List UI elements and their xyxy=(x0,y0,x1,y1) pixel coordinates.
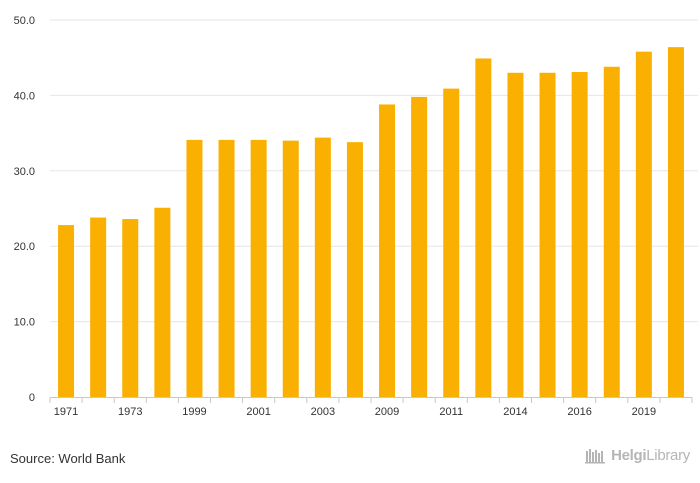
helgi-library-logo: HelgiLibrary xyxy=(585,447,690,464)
bar-2019 xyxy=(635,51,652,397)
logo-wordmark: HelgiLibrary xyxy=(611,447,690,464)
bar-1973 xyxy=(122,219,139,397)
bar-2002 xyxy=(282,140,299,397)
x-tick-label: 2003 xyxy=(311,406,335,418)
bar-2012 xyxy=(475,58,492,397)
x-tick-label: 2014 xyxy=(503,406,527,418)
bar-1972 xyxy=(90,217,107,397)
bar-2010 xyxy=(411,96,428,398)
x-tick-label: 2001 xyxy=(246,406,270,418)
bar-2001 xyxy=(250,139,267,398)
bars xyxy=(58,47,684,398)
bookshelf-icon xyxy=(585,448,606,463)
grid-lines xyxy=(50,19,698,323)
x-tick-label: 2011 xyxy=(439,406,463,418)
bar-2014 xyxy=(507,72,524,397)
x-tick-label: 2016 xyxy=(567,406,591,418)
source-note: Source: World Bank xyxy=(10,451,126,466)
x-tick-label: 1971 xyxy=(54,406,78,418)
bar-2009 xyxy=(379,104,396,397)
bar-2015 xyxy=(539,72,556,397)
y-tick-label: 30.0 xyxy=(14,166,35,178)
bar-2016 xyxy=(571,72,588,397)
x-tick-label: 2009 xyxy=(375,406,399,418)
bar-2003 xyxy=(314,137,331,397)
y-tick-label: 20.0 xyxy=(14,241,35,253)
x-tick-label: 1999 xyxy=(182,406,206,418)
y-tick-label: 0 xyxy=(29,392,35,404)
bar-1974 xyxy=(154,207,171,397)
logo-brand-library: Library xyxy=(646,447,690,464)
bar-2000 xyxy=(218,139,235,398)
bar-2004 xyxy=(346,142,363,397)
bar-2020 xyxy=(667,47,684,397)
bar-2011 xyxy=(443,88,460,397)
bar-1971 xyxy=(58,225,75,397)
y-tick-label: 50.0 xyxy=(14,15,35,27)
bar-2017 xyxy=(603,66,620,398)
bar-chart: 0 10.0 20.0 30.0 40.0 50.0 1971 1973 1999 2001 20… xyxy=(14,15,698,418)
x-axis-tick-marks xyxy=(49,397,693,403)
x-tick-label: 2019 xyxy=(632,406,656,418)
y-tick-label: 10.0 xyxy=(14,317,35,329)
bar-1999 xyxy=(186,139,203,398)
x-tick-label: 1973 xyxy=(118,406,142,418)
y-tick-label: 40.0 xyxy=(14,90,35,102)
x-axis-tick-labels: 1971 1973 1999 2001 2003 2009 2011 2014 2016 2019 xyxy=(54,406,656,418)
logo-brand-helgi: Helgi xyxy=(611,447,647,464)
y-axis-tick-labels: 0 10.0 20.0 30.0 40.0 50.0 xyxy=(14,15,35,404)
